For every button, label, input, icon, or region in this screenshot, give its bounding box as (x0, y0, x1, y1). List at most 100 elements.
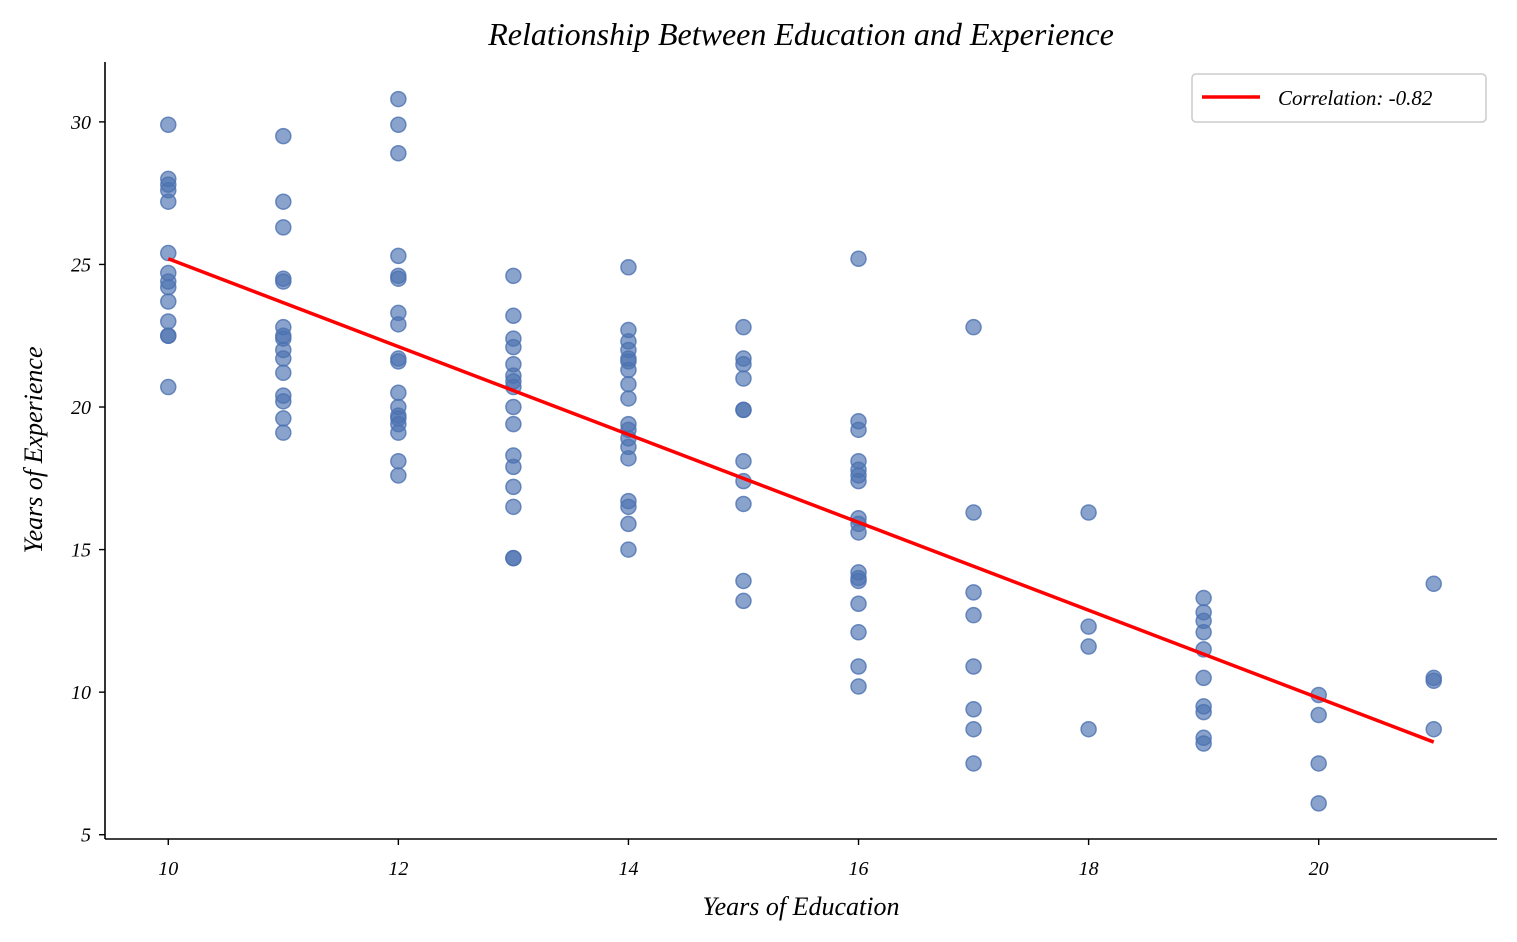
x-tick-label: 12 (388, 858, 408, 880)
scatter-point (275, 364, 292, 382)
scatter-point (1195, 735, 1212, 752)
scatter-point (620, 390, 637, 407)
scatter-point (620, 375, 637, 393)
scatter-point (1195, 703, 1212, 721)
scatter-points (160, 90, 1442, 812)
scatter-point (390, 452, 407, 470)
scatter-point (390, 316, 407, 333)
scatter-point (505, 338, 522, 356)
scatter-point (965, 720, 982, 738)
scatter-point (1080, 638, 1097, 655)
y-tick-label: 25 (71, 254, 91, 276)
scatter-point (620, 498, 637, 516)
x-tick-label: 14 (618, 858, 638, 880)
scatter-point (850, 421, 867, 439)
scatter-point (505, 549, 522, 567)
scatter-point (620, 361, 637, 379)
scatter-point (275, 127, 292, 145)
x-axis-label: Years of Education (703, 892, 900, 921)
scatter-point (620, 450, 637, 467)
scatter-point (1195, 669, 1212, 687)
scatter-point (275, 273, 292, 290)
scatter-point (735, 452, 752, 470)
scatter-point (1425, 720, 1442, 738)
scatter-point (275, 350, 292, 367)
scatter-point (850, 524, 867, 541)
scatter-point (850, 572, 867, 590)
chart-title: Relationship Between Education and Exper… (487, 16, 1114, 52)
scatter-point (390, 353, 407, 370)
scatter-point (735, 401, 752, 419)
scatter-point (505, 267, 522, 285)
legend: Correlation: -0.82 (1191, 73, 1487, 123)
scatter-point (390, 467, 407, 484)
scatter-point (735, 370, 752, 387)
y-tick-label: 20 (71, 397, 91, 419)
legend-box (1191, 73, 1487, 123)
scatter-point (850, 250, 867, 267)
scatter-point (1310, 755, 1327, 772)
scatter-point (1080, 720, 1097, 738)
scatter-point (620, 541, 637, 558)
scatter-point (160, 378, 177, 396)
scatter-point (160, 193, 177, 210)
y-tick-label: 15 (71, 540, 91, 562)
scatter-point (505, 478, 522, 496)
scatter-point (390, 270, 407, 287)
scatter-point (1425, 672, 1442, 689)
scatter-point (850, 658, 867, 675)
scatter-point (1195, 589, 1212, 607)
x-tick-label: 20 (1309, 858, 1329, 880)
scatter-point (275, 424, 292, 441)
scatter-point (1195, 624, 1212, 641)
y-tick-label: 10 (71, 682, 91, 704)
trend-line (167, 257, 1435, 744)
scatter-point (160, 279, 177, 296)
scatter-point (275, 193, 292, 210)
x-tick-label: 10 (158, 858, 178, 880)
x-tick-label: 16 (849, 858, 869, 880)
scatter-point (735, 355, 752, 373)
scatter-point (850, 624, 867, 641)
scatter-point (275, 219, 292, 236)
legend-label: Correlation: -0.82 (1278, 86, 1433, 110)
scatter-point (390, 384, 407, 402)
scatter-point (160, 313, 177, 330)
scatter-point (390, 247, 407, 265)
scatter-point (965, 504, 982, 521)
trend-line-group (167, 257, 1435, 744)
scatter-point (965, 584, 982, 601)
scatter-point (160, 327, 177, 344)
scatter-point (965, 755, 982, 772)
scatter-point (1080, 504, 1097, 521)
scatter-point (735, 318, 752, 336)
scatter-point (505, 458, 522, 476)
scatter-point (390, 116, 407, 133)
x-tick-label: 18 (1079, 858, 1099, 880)
scatter-point (275, 410, 292, 427)
scatter-point (275, 393, 292, 410)
scatter-point (735, 495, 752, 513)
scatter-point (965, 606, 982, 624)
scatter-point (620, 515, 637, 533)
scatter-point (1425, 575, 1442, 593)
scatter-point (735, 592, 752, 610)
scatter-point (160, 116, 177, 133)
scatter-point (390, 144, 407, 162)
y-tick-label: 5 (81, 825, 91, 847)
scatter-point (965, 318, 982, 336)
scatter-point (160, 244, 177, 262)
scatter-point (850, 595, 867, 613)
scatter-point (1310, 706, 1327, 724)
scatter-point (160, 293, 177, 310)
scatter-point (505, 307, 522, 325)
axes (104, 62, 1497, 840)
scatter-point (620, 259, 637, 276)
scatter-point (850, 472, 867, 490)
scatter-point (735, 572, 752, 590)
scatter-point (1080, 618, 1097, 635)
x-ticks: 10 12 14 16 18 20 (158, 839, 1329, 880)
scatter-point (505, 415, 522, 433)
scatter-point (965, 658, 982, 675)
